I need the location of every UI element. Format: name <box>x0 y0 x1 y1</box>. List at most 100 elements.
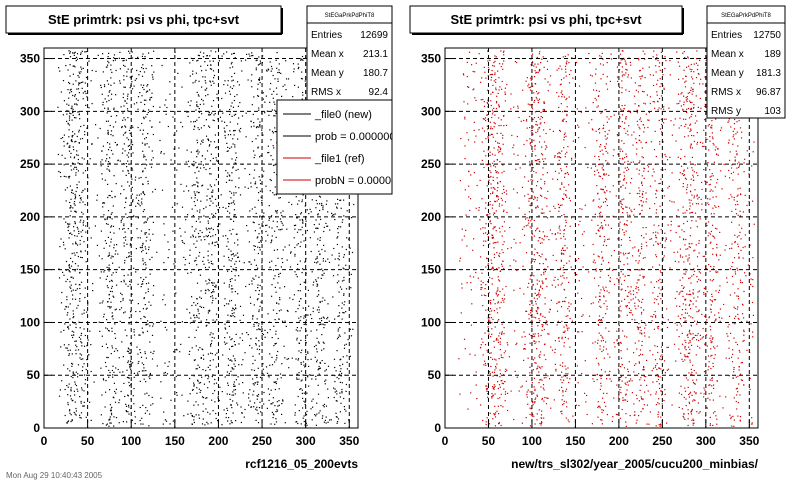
data-point <box>495 102 498 104</box>
data-point <box>660 118 662 120</box>
data-point <box>533 415 535 417</box>
data-point <box>237 256 239 258</box>
data-point <box>601 320 603 322</box>
data-point <box>696 256 699 258</box>
data-point <box>529 115 531 118</box>
data-point <box>334 322 336 324</box>
data-point <box>69 271 71 273</box>
data-point <box>728 357 730 359</box>
data-point <box>124 100 126 102</box>
data-point <box>110 301 112 303</box>
data-point <box>296 217 299 219</box>
data-point <box>63 218 65 220</box>
data-point <box>223 305 226 307</box>
data-point <box>208 145 210 147</box>
data-point <box>306 229 308 232</box>
data-point <box>113 82 115 84</box>
data-point <box>149 97 151 99</box>
data-point <box>126 102 128 104</box>
data-point <box>682 360 684 362</box>
data-point <box>196 240 198 242</box>
data-point <box>141 370 143 372</box>
data-point <box>188 336 190 338</box>
data-point <box>488 179 490 181</box>
data-point <box>164 326 166 328</box>
data-point <box>310 330 312 332</box>
data-point <box>273 194 275 196</box>
data-point <box>133 329 135 331</box>
data-point <box>127 347 129 349</box>
data-point <box>244 186 246 188</box>
data-point <box>201 396 204 398</box>
data-point <box>515 343 517 346</box>
data-point <box>608 292 610 294</box>
data-point <box>127 117 129 119</box>
data-point <box>697 106 699 108</box>
data-point <box>265 366 268 368</box>
data-point <box>132 362 134 364</box>
data-point <box>61 380 63 382</box>
data-point <box>526 217 528 219</box>
data-point <box>546 324 548 326</box>
data-point <box>598 364 600 366</box>
data-point <box>206 55 208 57</box>
data-point <box>673 251 675 253</box>
data-point <box>334 318 336 320</box>
data-point <box>73 156 76 158</box>
data-point <box>134 410 136 412</box>
data-point <box>317 277 319 279</box>
data-point <box>75 140 77 142</box>
data-point <box>125 236 127 238</box>
data-point <box>246 332 248 334</box>
data-point <box>659 69 661 71</box>
data-point <box>711 173 713 175</box>
data-point <box>674 297 676 299</box>
data-point <box>207 138 209 140</box>
data-point <box>74 394 76 396</box>
data-point <box>204 158 206 160</box>
data-point <box>728 324 730 326</box>
data-point <box>644 127 646 129</box>
data-point <box>188 166 190 168</box>
data-point <box>61 154 63 156</box>
data-point <box>471 64 473 66</box>
data-point <box>546 68 549 70</box>
data-point <box>683 101 685 103</box>
data-point <box>539 314 542 316</box>
data-point <box>102 423 104 425</box>
data-point <box>305 272 307 274</box>
data-point <box>127 394 129 396</box>
data-point <box>682 277 684 279</box>
data-point <box>147 180 149 182</box>
data-point <box>143 297 145 300</box>
data-point <box>496 177 498 179</box>
data-point <box>226 371 228 373</box>
data-point <box>281 228 283 230</box>
data-point <box>285 89 287 91</box>
data-point <box>459 257 461 259</box>
data-point <box>641 398 643 400</box>
data-point <box>458 358 460 360</box>
data-point <box>702 255 704 257</box>
data-point <box>213 120 215 122</box>
data-point <box>319 203 321 205</box>
data-point <box>193 125 196 127</box>
data-point <box>68 115 71 117</box>
data-point <box>297 243 299 245</box>
data-point <box>98 321 100 323</box>
data-point <box>277 78 279 80</box>
data-point <box>322 316 324 318</box>
data-point <box>113 296 115 298</box>
data-point <box>280 229 282 231</box>
data-point <box>676 103 678 105</box>
data-point <box>254 183 256 185</box>
data-point <box>303 323 305 325</box>
data-point <box>690 87 692 89</box>
data-point <box>602 73 604 75</box>
data-point <box>321 320 323 322</box>
data-point <box>87 304 89 306</box>
data-point <box>591 423 593 425</box>
data-point <box>543 239 545 241</box>
data-point <box>314 414 316 416</box>
data-point <box>107 133 109 135</box>
